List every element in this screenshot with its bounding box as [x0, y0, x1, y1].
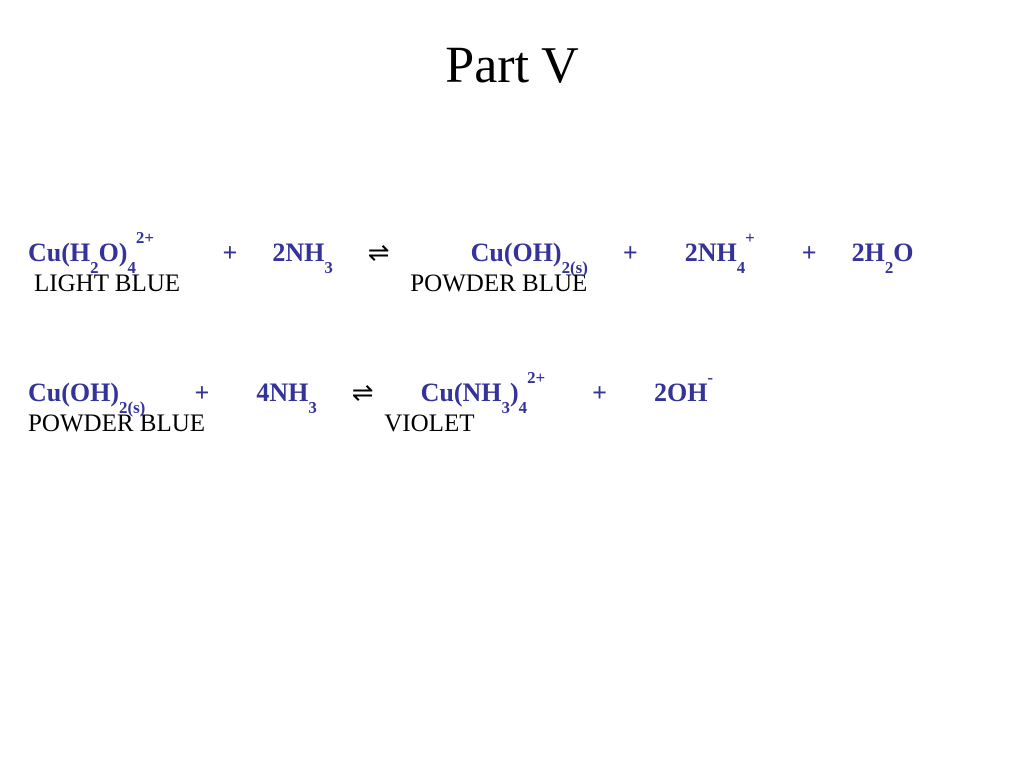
- plus-icon: +: [195, 378, 210, 407]
- equation-2: Cu(OH)2(s) + 4NH3 ⇌ Cu(NH3)42+ + 2OH-: [28, 378, 996, 408]
- eq2-reactant-2: 4NH3: [256, 378, 316, 407]
- eq1-product-1: Cu(OH)2(s): [471, 238, 588, 267]
- equilibrium-arrow-icon: ⇌: [352, 378, 374, 407]
- equilibrium-arrow-icon: ⇌: [368, 238, 390, 267]
- slide-title: Part V: [0, 36, 1024, 95]
- eq1-label-left: LIGHT BLUE: [28, 270, 404, 298]
- equation-1-block: Cu(H2O)42+ + 2NH3 ⇌ Cu(OH)2(s) + 2NH4+ +…: [28, 238, 996, 298]
- eq1-product-3: 2H2O: [852, 238, 914, 267]
- equation-1-labels: LIGHT BLUE POWDER BLUE: [28, 270, 996, 298]
- plus-icon: +: [592, 378, 607, 407]
- equation-2-block: Cu(OH)2(s) + 4NH3 ⇌ Cu(NH3)42+ + 2OH- PO…: [28, 378, 996, 438]
- eq2-label-left: POWDER BLUE: [28, 410, 378, 438]
- eq2-label-right: VIOLET: [384, 410, 474, 438]
- eq1-reactant-2: 2NH3: [272, 238, 332, 267]
- eq1-label-right: POWDER BLUE: [410, 270, 587, 298]
- eq2-product-1: Cu(NH3)42+: [421, 378, 546, 407]
- eq1-product-2: 2NH4+: [685, 238, 755, 267]
- plus-icon: +: [802, 238, 817, 267]
- equation-1: Cu(H2O)42+ + 2NH3 ⇌ Cu(OH)2(s) + 2NH4+ +…: [28, 238, 996, 268]
- eq2-reactant-1: Cu(OH)2(s): [28, 378, 145, 407]
- eq1-reactant-1: Cu(H2O)42+: [28, 238, 154, 267]
- equation-2-labels: POWDER BLUE VIOLET: [28, 410, 996, 438]
- eq2-product-2: 2OH-: [654, 378, 713, 407]
- slide: Part V Cu(H2O)42+ + 2NH3 ⇌ Cu(OH)2(s) + …: [0, 0, 1024, 768]
- plus-icon: +: [623, 238, 638, 267]
- plus-icon: +: [223, 238, 238, 267]
